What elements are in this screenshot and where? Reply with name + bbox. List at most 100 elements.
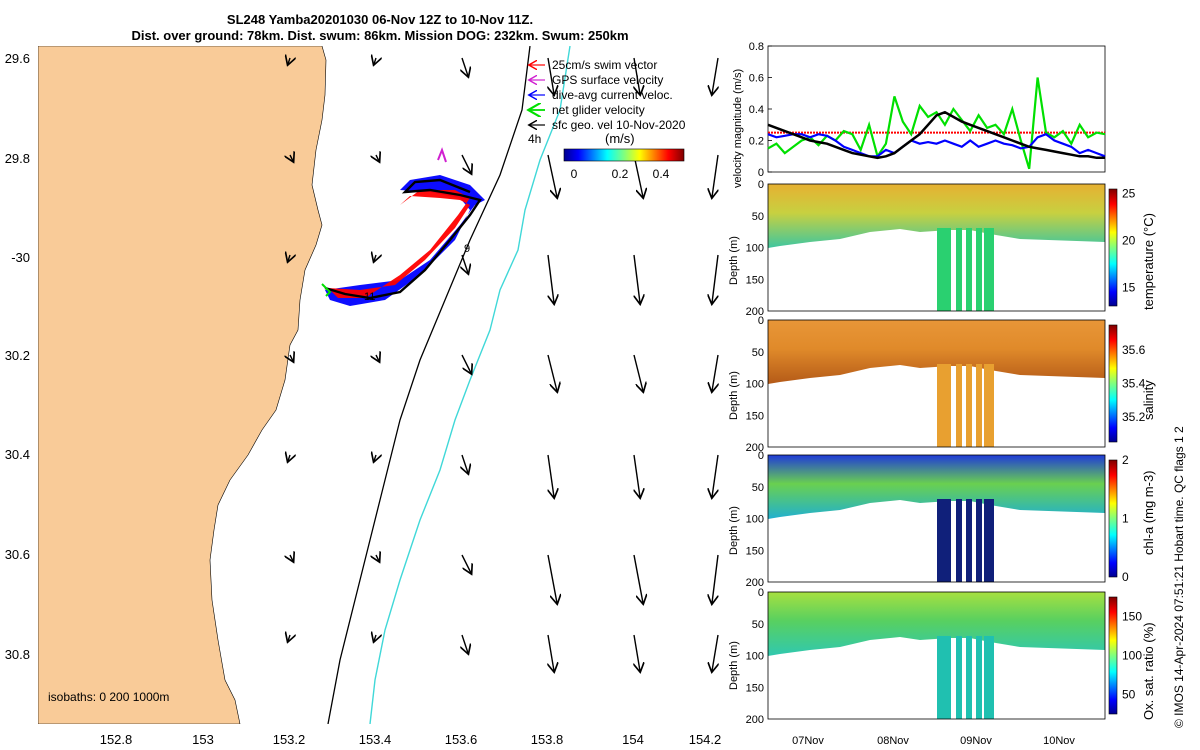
isobath-200m — [327, 46, 531, 724]
geostrophic-arrow — [290, 555, 293, 561]
chla-deep-profile — [976, 499, 982, 582]
speed-colorbar-unit: (m/s) — [605, 131, 635, 146]
map-y-tick: 29.8 — [5, 151, 30, 166]
chla-plot-frame — [767, 454, 1106, 583]
geostrophic-arrow — [288, 455, 290, 461]
map-y-tick: 30.6 — [5, 547, 30, 562]
salinity-depth-tick: 0 — [758, 315, 764, 327]
temperature-depth-tick: 150 — [746, 274, 764, 286]
oxygen-depth-tick: 0 — [758, 587, 764, 599]
geostrophic-arrow — [547, 254, 554, 303]
swim-vector-band — [328, 190, 470, 298]
salinity-depth-tick: 50 — [752, 347, 764, 359]
geostrophic-arrow — [461, 354, 471, 373]
geostrophic-arrow — [547, 154, 557, 197]
salinity-panel: 0 50 100 150 200 35.2 35.4 35.6 — [746, 315, 1146, 454]
oxygen-deep-profile — [984, 636, 994, 719]
temperature-colorbar-tick: 20 — [1122, 233, 1136, 247]
salinity-deep-profile — [937, 364, 951, 447]
temperature-depth-tick: 0 — [758, 179, 764, 191]
surface-geostrophic-series — [767, 110, 1105, 160]
geostrophic-arrow — [712, 454, 718, 497]
salinity-depth-tick: 150 — [746, 410, 764, 422]
salinity-colorbar-tick: 35.6 — [1122, 343, 1146, 357]
geostrophic-arrow — [548, 454, 554, 497]
geostrophic-arrow — [376, 355, 379, 361]
geostrophic-arrow — [462, 57, 468, 76]
isobaths-label: isobaths: 0 200 1000m — [48, 690, 169, 704]
time-x-axis: 07Nov 08Nov 09Nov 10Nov — [792, 735, 1075, 747]
map-x-tick: 154.2 — [689, 732, 722, 747]
chla-depth-tick: 200 — [746, 577, 764, 589]
geostrophic-arrows — [288, 58, 718, 671]
map-x-tick: 153.8 — [531, 732, 564, 747]
geostrophic-arrow — [374, 58, 376, 64]
map-x-tick: 153 — [192, 732, 214, 747]
geostrophic-arrow — [288, 635, 290, 641]
temperature-depth-tick: 200 — [746, 306, 764, 318]
temperature-depth-tick: 50 — [752, 211, 764, 223]
map-x-axis: 152.8 153 153.2 153.4 153.6 153.8 154 15… — [100, 732, 722, 747]
oxygen-depth-tick: 100 — [746, 651, 764, 663]
chla-colorbar-tick: 2 — [1122, 453, 1129, 467]
salinity-depth-label: Depth (m) — [728, 371, 740, 420]
geostrophic-arrow — [461, 154, 471, 173]
velocity-y-tick-label: 0.4 — [749, 104, 764, 116]
oxygen-deep-profile — [976, 636, 982, 719]
land-coastline — [38, 46, 327, 724]
map-y-tick: 30.8 — [5, 647, 30, 662]
net-velocity-marks — [321, 283, 332, 297]
geostrophic-arrow — [712, 254, 719, 303]
map-x-tick: 152.8 — [100, 732, 133, 747]
oxygen-deep-profile — [956, 636, 962, 719]
velocity-series — [767, 77, 1106, 170]
map-y-axis: 29.6 29.8 -30 30.2 30.4 30.6 30.8 — [5, 51, 30, 662]
geostrophic-arrow — [633, 254, 640, 303]
net-glider-track — [324, 178, 482, 300]
geostrophic-arrow — [712, 154, 718, 197]
temperature-colorbar-tick: 25 — [1122, 187, 1136, 201]
geostrophic-arrow — [547, 354, 557, 391]
map-legend: 25cm/s swim vector GPS surface velocity … — [528, 58, 686, 181]
geostrophic-arrow — [712, 554, 719, 603]
time-x-tick: 10Nov — [1043, 735, 1075, 747]
map-y-tick: 29.6 — [5, 51, 30, 66]
oxygen-deep-profile — [937, 636, 951, 719]
temperature-colorbar-tick: 15 — [1122, 280, 1136, 294]
temperature-plot-frame — [767, 183, 1106, 312]
oxygen-section-field — [768, 592, 1105, 656]
geostrophic-arrow — [288, 255, 290, 261]
temperature-colorbar — [1108, 188, 1118, 307]
dive-avg-current-series — [767, 132, 1106, 158]
map-x-tick: 153.2 — [273, 732, 306, 747]
geostrophic-arrow — [633, 154, 643, 197]
geostrophic-arrow — [547, 554, 557, 603]
geostrophic-arrow — [633, 354, 643, 391]
chla-colorbar — [1108, 459, 1118, 578]
gps-velocity-marks — [437, 147, 447, 163]
salinity-colorbar-tick: 35.4 — [1122, 377, 1146, 391]
chla-depth-label: Depth (m) — [728, 506, 740, 555]
salinity-deep-profile — [984, 364, 994, 447]
map-y-tick: 30.4 — [5, 447, 30, 462]
chart-title-line1: SL248 Yamba20201030 06-Nov 12Z to 10-Nov… — [226, 12, 534, 27]
chla-colorbar-tick: 0 — [1122, 570, 1129, 584]
velocity-y-tick-label: 0.6 — [749, 73, 764, 85]
chla-panel: 0 50 100 150 200 0 1 2 — [746, 450, 1129, 589]
velocity-panel: 0 0.2 0.4 0.6 0.8 — [749, 41, 1106, 179]
geostrophic-arrow — [633, 554, 643, 603]
legend-gps-velocity-label: GPS surface velocity — [552, 73, 663, 87]
geostrophic-arrow — [374, 255, 376, 261]
velocity-ylabel: velocity magnitude (m/s) — [732, 68, 744, 188]
geostrophic-arrow — [376, 555, 379, 561]
net-glider-velocity-series — [767, 77, 1106, 170]
salinity-depth-tick: 200 — [746, 442, 764, 454]
day-label-11: 11 — [364, 291, 375, 303]
geostrophic-arrow — [634, 634, 640, 671]
salinity-deep-profile — [976, 364, 982, 447]
oxygen-colorbar-tick: 50 — [1122, 688, 1136, 702]
geostrophic-arrow — [712, 634, 718, 671]
time-x-tick: 07Nov — [792, 735, 824, 747]
temperature-depth-tick: 100 — [746, 243, 764, 255]
map-y-tick: -30 — [11, 250, 30, 265]
